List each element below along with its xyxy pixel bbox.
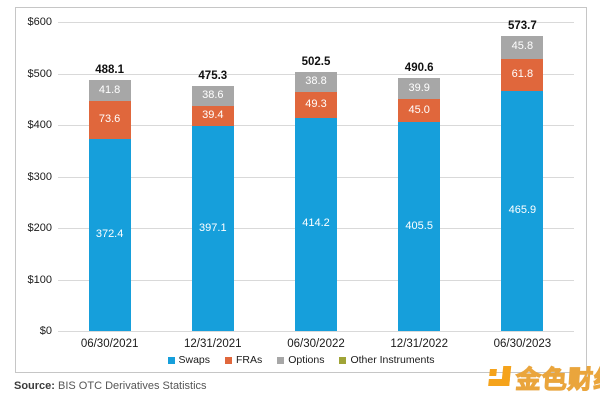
bar-total-label: 490.6: [404, 62, 434, 75]
watermark-text: 金色财经: [514, 365, 600, 394]
legend-label: FRAs: [236, 354, 263, 366]
gridline: [58, 331, 574, 332]
segment-value-label: 38.6: [202, 89, 224, 102]
y-axis-tick: $400: [27, 119, 52, 131]
legend-item-swaps: Swaps: [167, 354, 211, 366]
segment-value-label: 414.2: [302, 217, 330, 230]
plot-area: $0 $100 $200 $300 $400 $500 $600 372.4 73.6 41.8 4…: [16, 8, 586, 372]
x-axis-tick: 12/31/2021: [184, 338, 242, 350]
segment-value-label: 39.4: [202, 109, 224, 122]
legend-item-options: Options: [277, 354, 324, 366]
bar-total-label: 488.1: [95, 63, 124, 76]
y-axis-tick: $600: [27, 16, 52, 28]
segment-value-label: 397.1: [199, 221, 227, 234]
legend-swatch-icon: [167, 356, 175, 364]
bar-total-label: 502.5: [301, 56, 331, 69]
jinse-logo-icon: [487, 366, 514, 390]
legend-item-other-instruments: Other Instruments: [339, 354, 434, 366]
source-label: Source:: [14, 380, 55, 392]
segment-value-label: 465.9: [508, 204, 537, 217]
segment-value-label: 39.9: [408, 81, 430, 94]
segment-value-label: 372.4: [95, 228, 124, 241]
segment-value-label: 73.6: [98, 113, 121, 126]
bar-segment-fras: [501, 59, 544, 92]
legend-label: Options: [288, 354, 325, 366]
bar-segment-options: [398, 78, 441, 99]
x-axis-tick: 12/31/2022: [390, 338, 448, 350]
chart-frame: $0 $100 $200 $300 $400 $500 $600 372.4 73.6 41.8 4…: [15, 7, 587, 373]
bar-segment-options: [191, 86, 234, 107]
bar-total-label: 475.3: [198, 70, 228, 83]
segment-value-label: 41.8: [98, 83, 121, 96]
x-axis-tick: 06/30/2021: [80, 338, 139, 350]
bar-segment-swaps: [295, 117, 337, 331]
segment-value-label: 45.0: [408, 103, 430, 116]
bar-segment-swaps: [88, 139, 131, 331]
x-axis-tick: 06/30/2023: [493, 338, 552, 350]
legend-item-fras: FRAs: [225, 354, 262, 366]
bar-segment-fras: [398, 98, 441, 123]
source-note: Source: BIS OTC Derivatives Statistics: [14, 380, 207, 392]
bar-segment-fras: [295, 92, 337, 118]
y-axis-tick: $500: [27, 67, 52, 80]
segment-value-label: 405.5: [405, 219, 433, 232]
y-axis-tick: $0: [39, 325, 52, 337]
legend-swatch-icon: [277, 356, 285, 364]
bar-segment-swaps: [191, 126, 234, 331]
bar-segment-swaps: [501, 91, 544, 331]
segment-value-label: 45.8: [511, 40, 534, 53]
gridline: [58, 22, 574, 23]
bar-segment-fras: [88, 101, 131, 140]
y-axis-tick: $200: [27, 222, 52, 234]
x-axis-tick: 06/30/2022: [287, 338, 345, 350]
bar-segment-fras: [191, 106, 234, 127]
bar-segment-options: [501, 35, 544, 60]
y-axis-tick: $300: [27, 170, 52, 183]
bar-segment-options: [295, 72, 337, 93]
segment-value-label: 61.8: [511, 68, 534, 81]
bar-segment-options: [88, 79, 131, 102]
bar-segment-swaps: [398, 122, 441, 331]
watermark: 金色财经: [488, 358, 600, 398]
chart-legend: Swaps FRAs Options Other Instruments: [16, 354, 586, 366]
bar-total-label: 573.7: [508, 19, 537, 32]
legend-swatch-icon: [225, 356, 233, 364]
legend-swatch-icon: [339, 356, 347, 364]
segment-value-label: 49.3: [305, 97, 327, 110]
y-axis-tick: $100: [27, 273, 52, 286]
legend-label: Swaps: [178, 354, 211, 366]
legend-label: Other Instruments: [350, 354, 435, 366]
source-text: BIS OTC Derivatives Statistics: [54, 380, 207, 392]
segment-value-label: 38.8: [305, 75, 327, 88]
